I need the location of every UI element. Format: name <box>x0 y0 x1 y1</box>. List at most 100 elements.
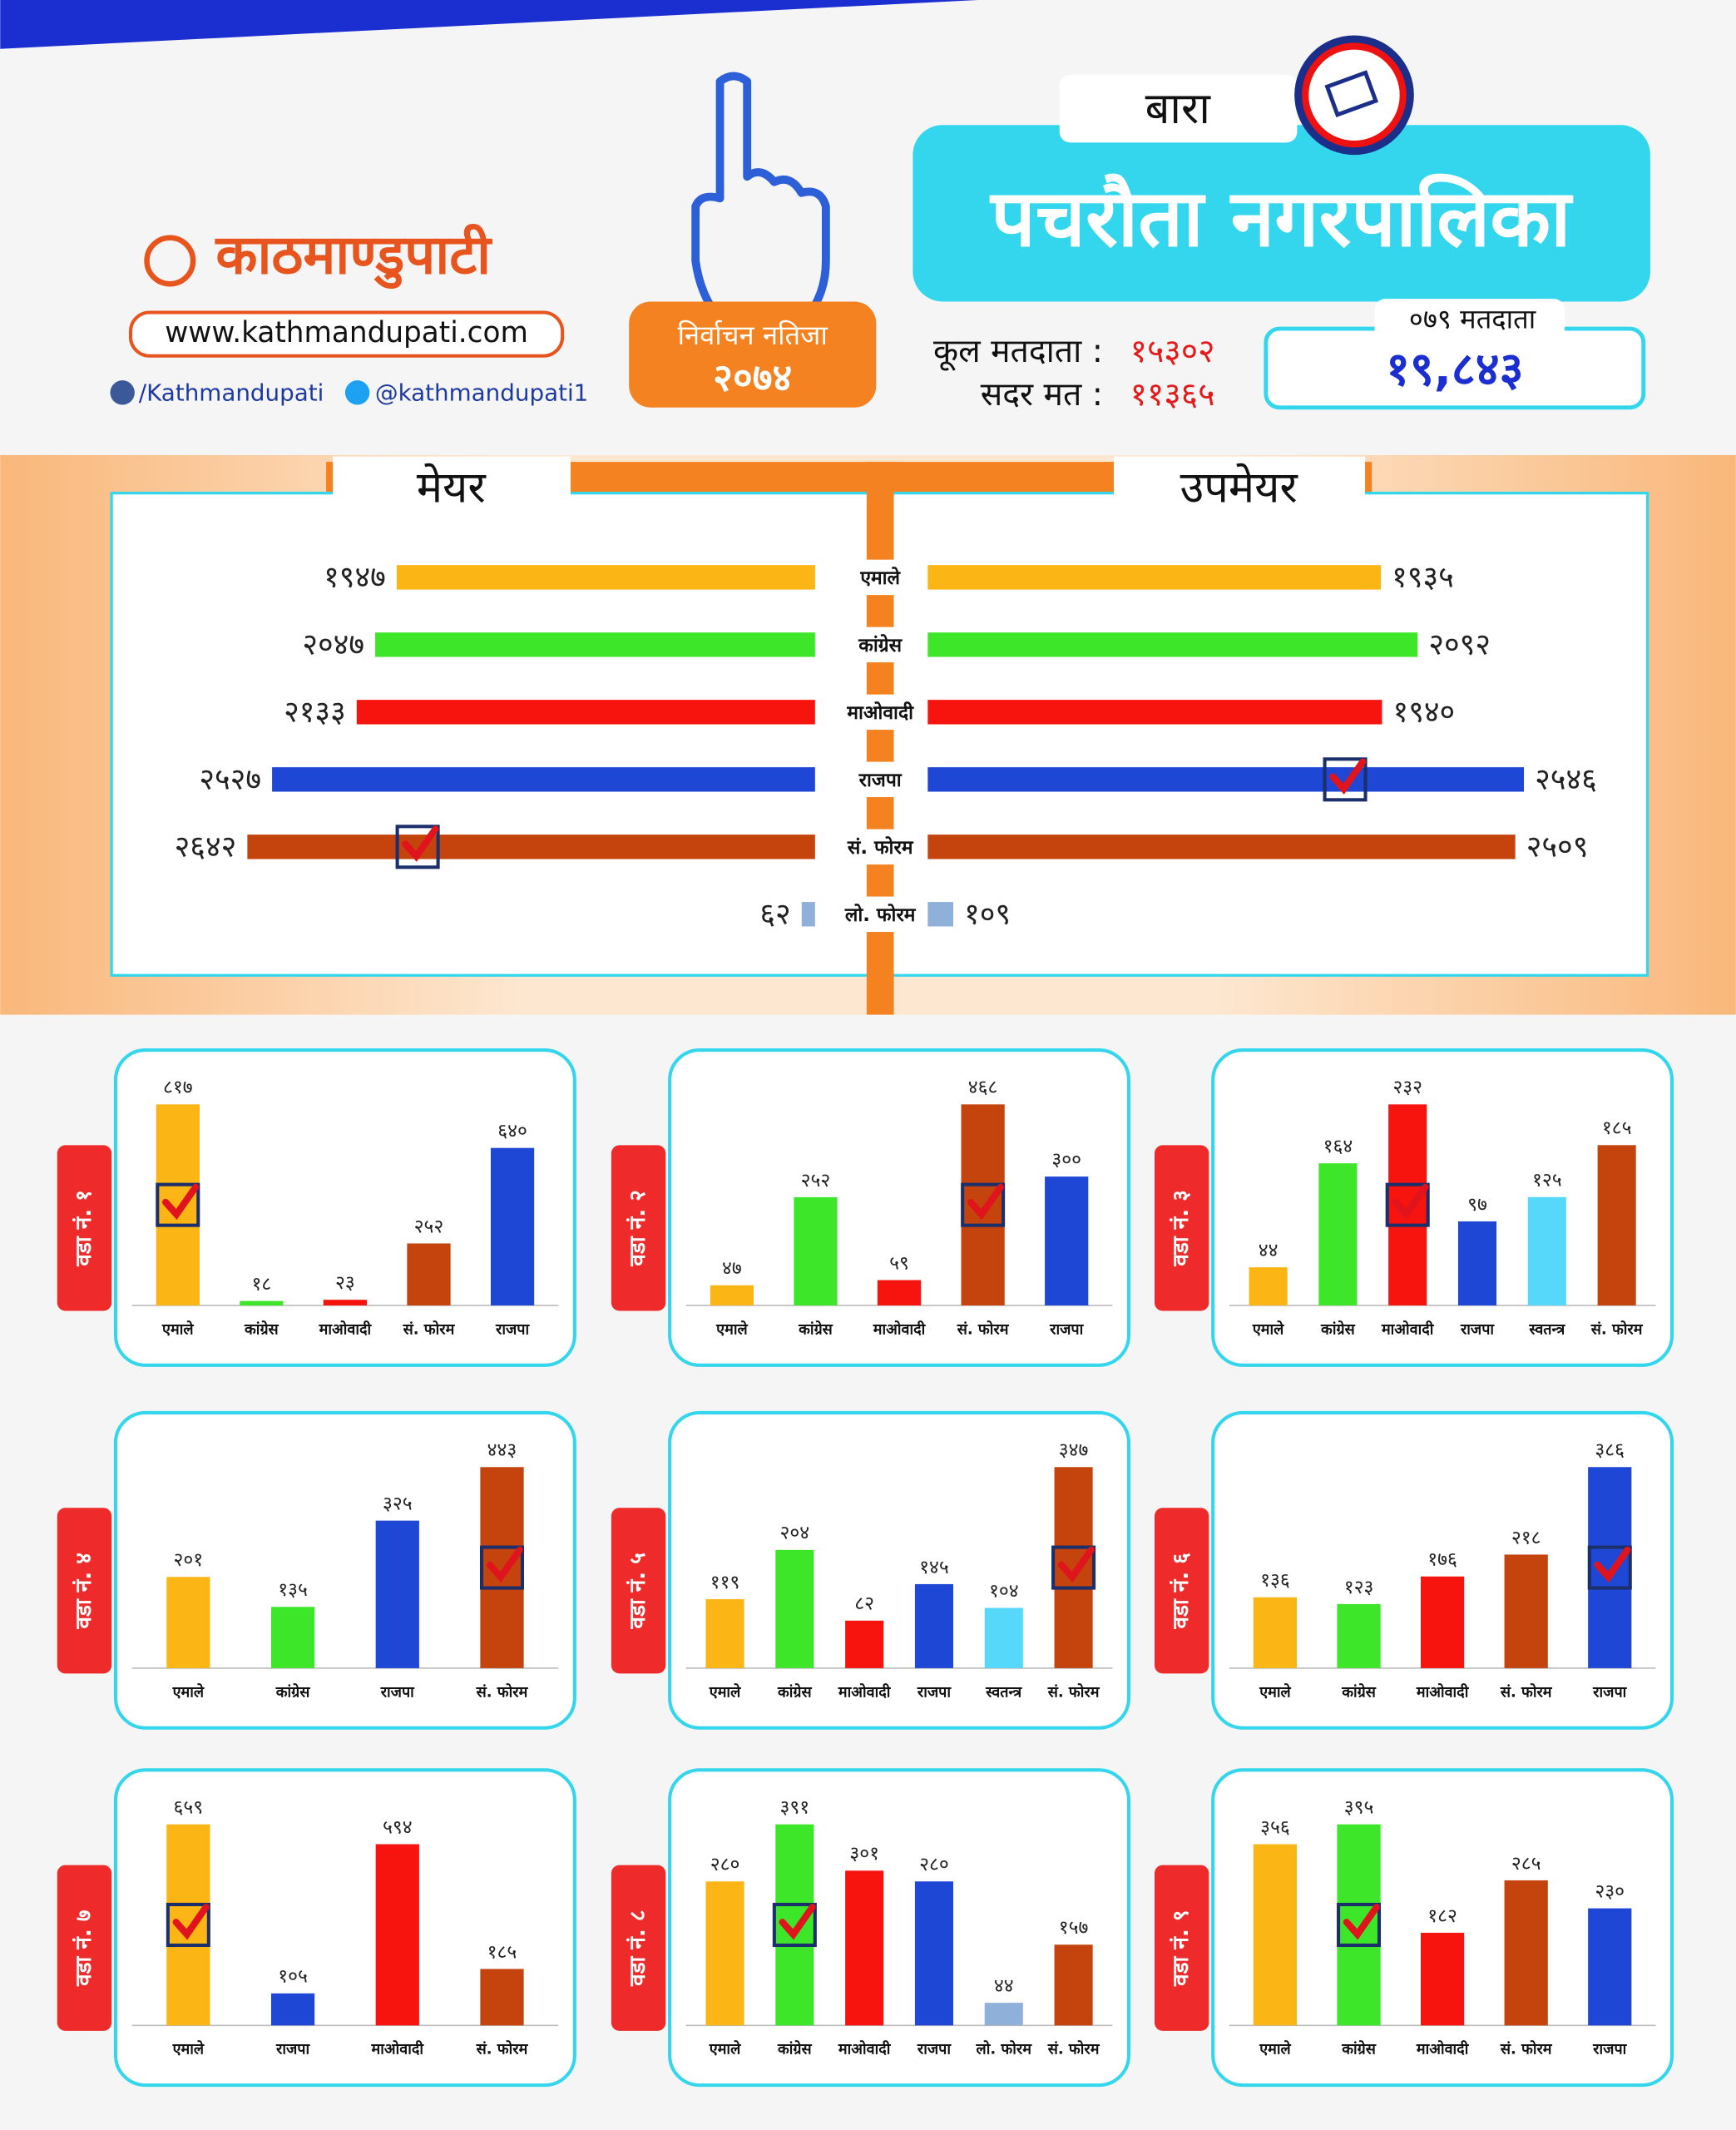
bar <box>1420 1932 1465 2026</box>
category-label: एमाले <box>715 1320 748 1338</box>
category-label: माओवादी <box>838 1682 892 1701</box>
ballot-paper <box>1324 70 1379 118</box>
ward-title: वडा नं. ९ <box>1169 1910 1194 1987</box>
value-label: ६४० <box>497 1121 527 1142</box>
winner-check <box>1392 1183 1429 1221</box>
bar <box>961 1104 1005 1305</box>
value-label: १३६ <box>1260 1570 1290 1592</box>
brand-icon <box>144 235 196 287</box>
category-label: माओवादी <box>1416 1682 1470 1701</box>
ward-panel <box>668 1048 1131 1367</box>
bar <box>1504 1880 1548 2026</box>
category-label: लो. फोरम <box>976 2040 1033 2058</box>
bar <box>984 2003 1023 2026</box>
party-label-bg <box>828 761 932 798</box>
website: www.kathmandupati.com <box>165 316 528 349</box>
ward-title: वडा नं. ८ <box>626 1910 650 1987</box>
bar <box>270 1993 315 2026</box>
value-label: ११९ <box>710 1572 740 1593</box>
value-label: ३५६ <box>1260 1816 1290 1838</box>
total-voters-label: कूल मतदाता : <box>933 333 1103 371</box>
category-label: राजपा <box>1049 1320 1084 1338</box>
party-label: माओवादी <box>846 701 914 724</box>
result-box <box>629 301 877 408</box>
bar <box>877 1280 922 1305</box>
bar <box>1527 1196 1566 1305</box>
bar <box>1588 1908 1632 2026</box>
winner-check-box <box>961 1182 1006 1227</box>
bar <box>705 1881 744 2026</box>
ward-tab <box>1154 1865 1209 2031</box>
deputy-title: उपमेयर <box>1180 463 1299 513</box>
party-label-bg <box>828 559 932 596</box>
value-label: २३२ <box>1392 1077 1422 1098</box>
bar <box>1253 1597 1298 1668</box>
value-label: ८२ <box>854 1593 874 1615</box>
category-label: राजपा <box>917 1683 952 1701</box>
winner-check <box>486 1546 523 1583</box>
category-label: राजपा <box>1592 1683 1627 1701</box>
bar <box>927 700 1382 725</box>
bar <box>927 902 954 927</box>
winner-check-box <box>1385 1182 1430 1227</box>
value-label: ९७ <box>1467 1194 1487 1216</box>
party-label-bg <box>828 694 932 731</box>
title-box <box>913 125 1650 302</box>
bar <box>1253 1844 1298 2026</box>
bar <box>705 1599 744 1668</box>
value-label: २३० <box>1595 1880 1625 1902</box>
value-label: १९४७ <box>324 561 386 595</box>
value-label: १२३ <box>1344 1577 1374 1598</box>
winner-check-box <box>166 1902 210 1947</box>
ward-title: वडा नं. २ <box>626 1190 650 1266</box>
bar <box>156 1104 200 1305</box>
bar <box>240 1300 284 1305</box>
winner-check-box <box>1337 1902 1382 1947</box>
winner-check <box>402 825 439 862</box>
ward-title: वडा नं. ५ <box>626 1553 650 1629</box>
url-box <box>128 310 565 358</box>
bar <box>927 565 1382 590</box>
category-label: एमाले <box>709 1682 741 1701</box>
mayor-title: मेयर <box>417 463 487 513</box>
bar <box>480 1467 524 1668</box>
value-label: १४५ <box>919 1557 949 1578</box>
twitter-icon <box>344 380 370 405</box>
value-label: ३२५ <box>383 1493 413 1515</box>
top-stripe <box>0 0 978 49</box>
category-label: एमाले <box>161 1320 194 1338</box>
category-label: एमाले <box>709 2040 741 2058</box>
value-label: २०९२ <box>1428 627 1491 661</box>
bar <box>1588 1467 1632 1668</box>
result-year: २०७४ <box>713 356 792 400</box>
value-label: ६२ <box>759 897 790 931</box>
value-label: १०९ <box>964 897 1011 931</box>
result-label: निर्वाचन नतिजा <box>678 320 828 351</box>
winner-check <box>172 1904 210 1940</box>
value-label: ३८६ <box>1595 1439 1625 1461</box>
bar <box>375 1520 419 1668</box>
ward-tab <box>57 1508 112 1674</box>
region: बारा <box>1145 84 1212 134</box>
category-label: स्वतन्त्र <box>1528 1320 1565 1338</box>
ward-panel <box>113 1410 576 1730</box>
category-label: राजपा <box>495 1320 530 1338</box>
bar <box>247 835 815 859</box>
bar <box>1054 1944 1093 2026</box>
category-label: राजपा <box>380 1683 415 1701</box>
value-label: १२५ <box>1532 1170 1562 1191</box>
value-label: ६५९ <box>174 1797 204 1819</box>
party-label-bg <box>828 627 932 663</box>
value-label: २५२ <box>414 1216 444 1237</box>
value-label: ३९१ <box>780 1797 810 1819</box>
party-label-bg <box>828 896 932 932</box>
value-label: २५२७ <box>199 762 261 796</box>
winner-check-box <box>772 1902 817 1947</box>
value-label: २५२ <box>801 1170 831 1191</box>
bar <box>710 1285 754 1305</box>
value-label: १८५ <box>487 1941 517 1963</box>
party-label: लो. फोरम <box>844 904 917 926</box>
category-label: सं. फोरम <box>1500 1682 1553 1701</box>
winner-check-box <box>479 1545 525 1590</box>
